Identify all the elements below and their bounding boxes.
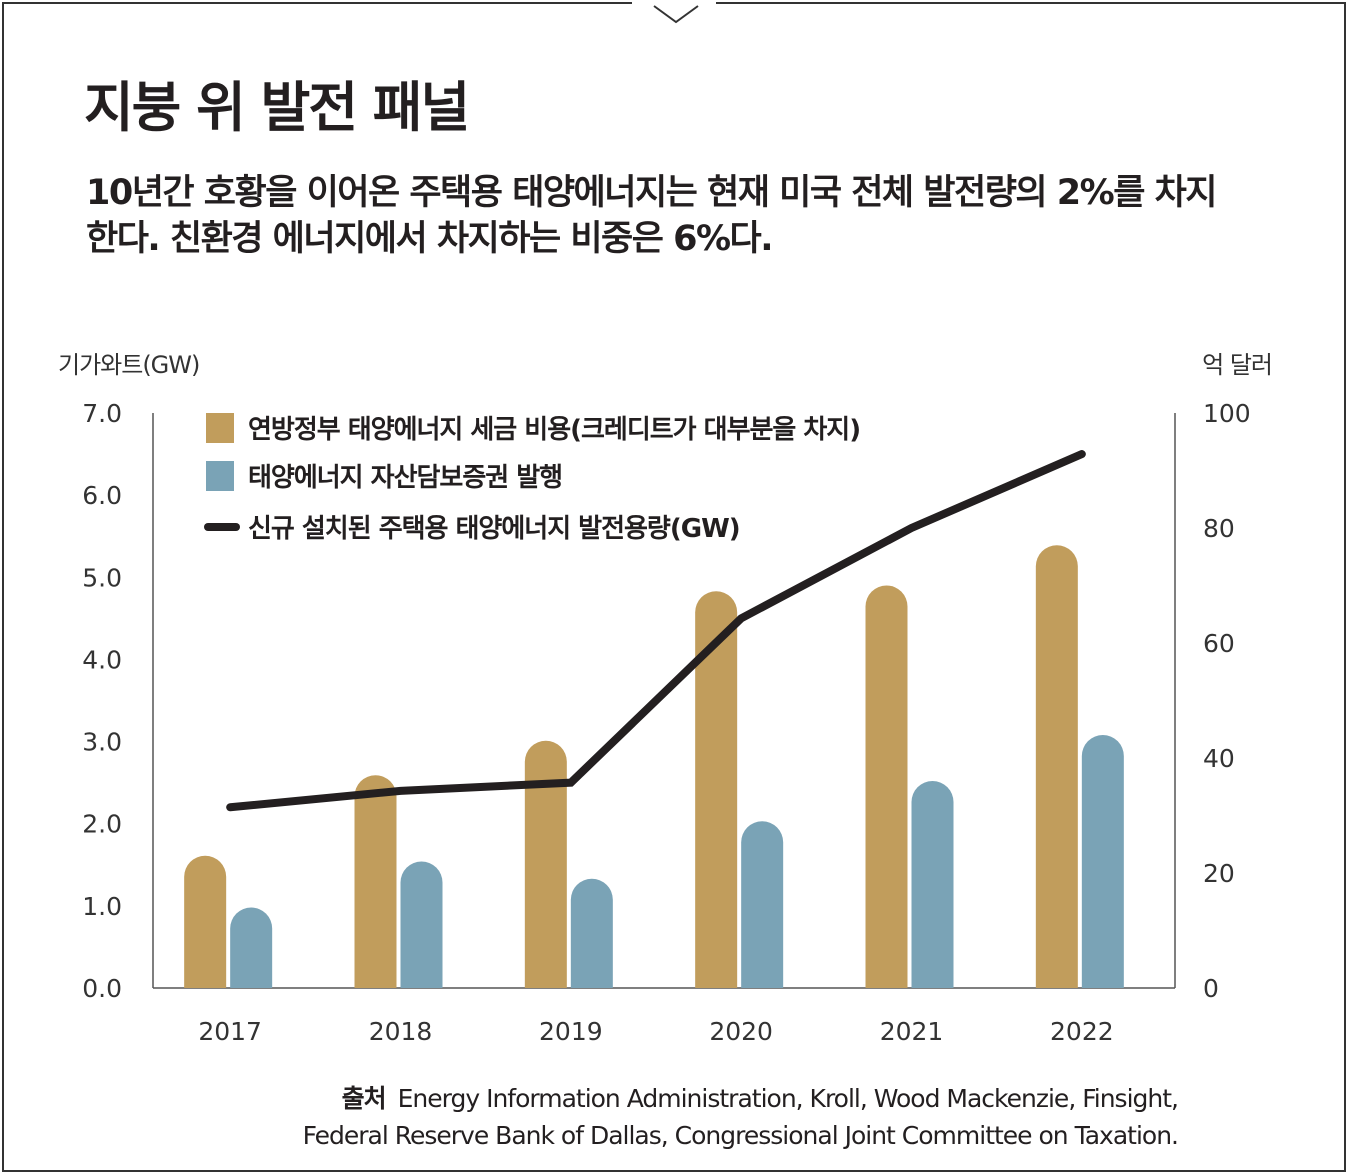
page-title: 지붕 위 발전 패널 xyxy=(84,76,470,139)
tax-credit-bar xyxy=(1035,545,1078,988)
right-tick-label: 20 xyxy=(1203,859,1235,888)
legend-label: 연방정부 태양에너지 세금 비용(크레디트가 대부분을 차지) xyxy=(248,415,860,445)
abs-issuance-bar xyxy=(570,878,613,988)
tax-credit-bar xyxy=(695,591,738,988)
tax-credit-bar xyxy=(184,855,227,988)
tax-credit-bar xyxy=(865,585,908,988)
right-tick-label: 100 xyxy=(1203,399,1251,428)
abs-issuance-bar xyxy=(741,821,784,988)
left-tick-label: 0.0 xyxy=(82,974,122,1003)
chart-bars xyxy=(184,545,1124,988)
left-tick-label: 5.0 xyxy=(82,563,122,592)
legend-label: 신규 설치된 주택용 태양에너지 발전용량(GW) xyxy=(248,514,740,544)
tax-credit-bar xyxy=(524,740,567,988)
chart-legend: 연방정부 태양에너지 세금 비용(크레디트가 대부분을 차지) 태양에너지 자산담… xyxy=(204,413,861,544)
x-tick-label: 2020 xyxy=(709,1017,773,1046)
right-tick-label: 80 xyxy=(1203,514,1235,543)
x-tick-label: 2017 xyxy=(198,1017,262,1046)
source-note: 출처 Energy Information Administration, Kro… xyxy=(178,1080,1179,1154)
abs-issuance-bar xyxy=(400,861,443,988)
left-tick-label: 1.0 xyxy=(82,892,122,921)
x-tick-label: 2019 xyxy=(539,1017,603,1046)
right-tick-label: 60 xyxy=(1203,629,1235,658)
right-tick-label: 0 xyxy=(1203,974,1219,1003)
source-line-1: Energy Information Administration, Kroll… xyxy=(397,1084,1179,1113)
page-subtitle: 10년간 호황을 이어온 주택용 태양에너지는 현재 미국 전체 발전량의 2%… xyxy=(86,173,1217,259)
abs-issuance-bar xyxy=(230,907,273,988)
x-tick-label: 2018 xyxy=(369,1017,433,1046)
abs-issuance-bar xyxy=(1081,735,1124,988)
x-tick-label: 2021 xyxy=(880,1017,944,1046)
installed-capacity-line xyxy=(226,450,1086,812)
chart-axes xyxy=(152,413,1176,989)
chart-ticks: 0.0 1.0 2.0 3.0 4.0 5.0 6.0 7.0 0 20 40 60 80 100 2017… xyxy=(82,399,1250,1046)
right-axis-unit: 억 달러 xyxy=(1202,351,1273,379)
left-tick-label: 7.0 xyxy=(82,399,122,428)
tax-credit-bar xyxy=(354,775,397,988)
left-axis-unit: 기가와트(GW) xyxy=(58,351,200,379)
x-tick-label: 2022 xyxy=(1050,1017,1114,1046)
legend-swatch xyxy=(206,413,234,443)
legend-swatch xyxy=(206,461,234,491)
right-tick-label: 40 xyxy=(1203,744,1235,773)
left-tick-label: 2.0 xyxy=(82,810,122,839)
source-label: 출처 xyxy=(341,1084,387,1113)
left-tick-label: 6.0 xyxy=(82,481,122,510)
abs-issuance-bar xyxy=(911,781,954,988)
source-line-2: Federal Reserve Bank of Dallas, Congress… xyxy=(302,1121,1179,1150)
legend-label: 태양에너지 자산담보증권 발행 xyxy=(248,463,562,493)
chart-line xyxy=(226,450,1086,812)
chevron-down-icon xyxy=(653,5,699,24)
left-tick-label: 3.0 xyxy=(82,728,122,757)
left-tick-label: 4.0 xyxy=(82,645,122,674)
